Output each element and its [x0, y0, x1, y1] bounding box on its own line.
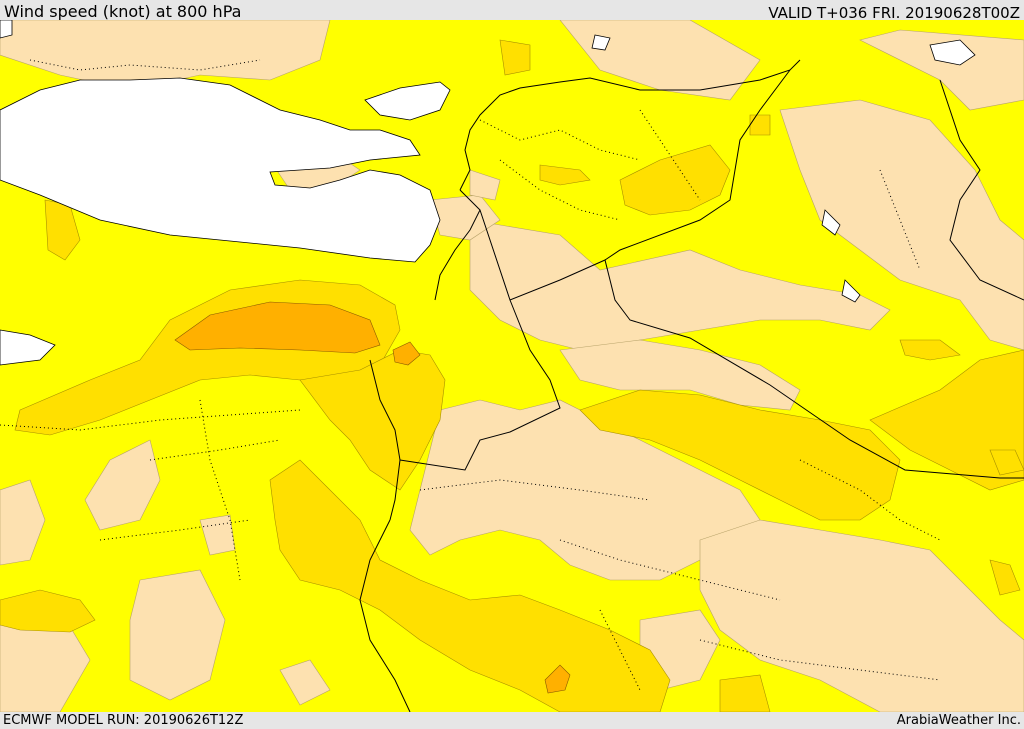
- sea-areas: [0, 20, 976, 366]
- model-run: ECMWF MODEL RUN: 20190626T12Z: [3, 713, 244, 728]
- brand-credit: ArabiaWeather Inc.: [896, 713, 1021, 728]
- wind-calm-areas: [0, 20, 1024, 712]
- map-header: Wind speed (knot) at 800 hPa VALID T+036…: [0, 0, 1024, 22]
- province-borders: [0, 59, 941, 691]
- country-borders: [359, 59, 1024, 712]
- wind-speed-map[interactable]: [0, 20, 1024, 712]
- valid-time: VALID T+036 FRI. 20190628T00Z: [768, 4, 1020, 22]
- map-canvas: [0, 20, 1024, 712]
- map-title: Wind speed (knot) at 800 hPa: [4, 2, 242, 21]
- wind-high-areas: [174, 301, 571, 694]
- map-footer: ECMWF MODEL RUN: 20190626T12Z ArabiaWeat…: [0, 712, 1024, 729]
